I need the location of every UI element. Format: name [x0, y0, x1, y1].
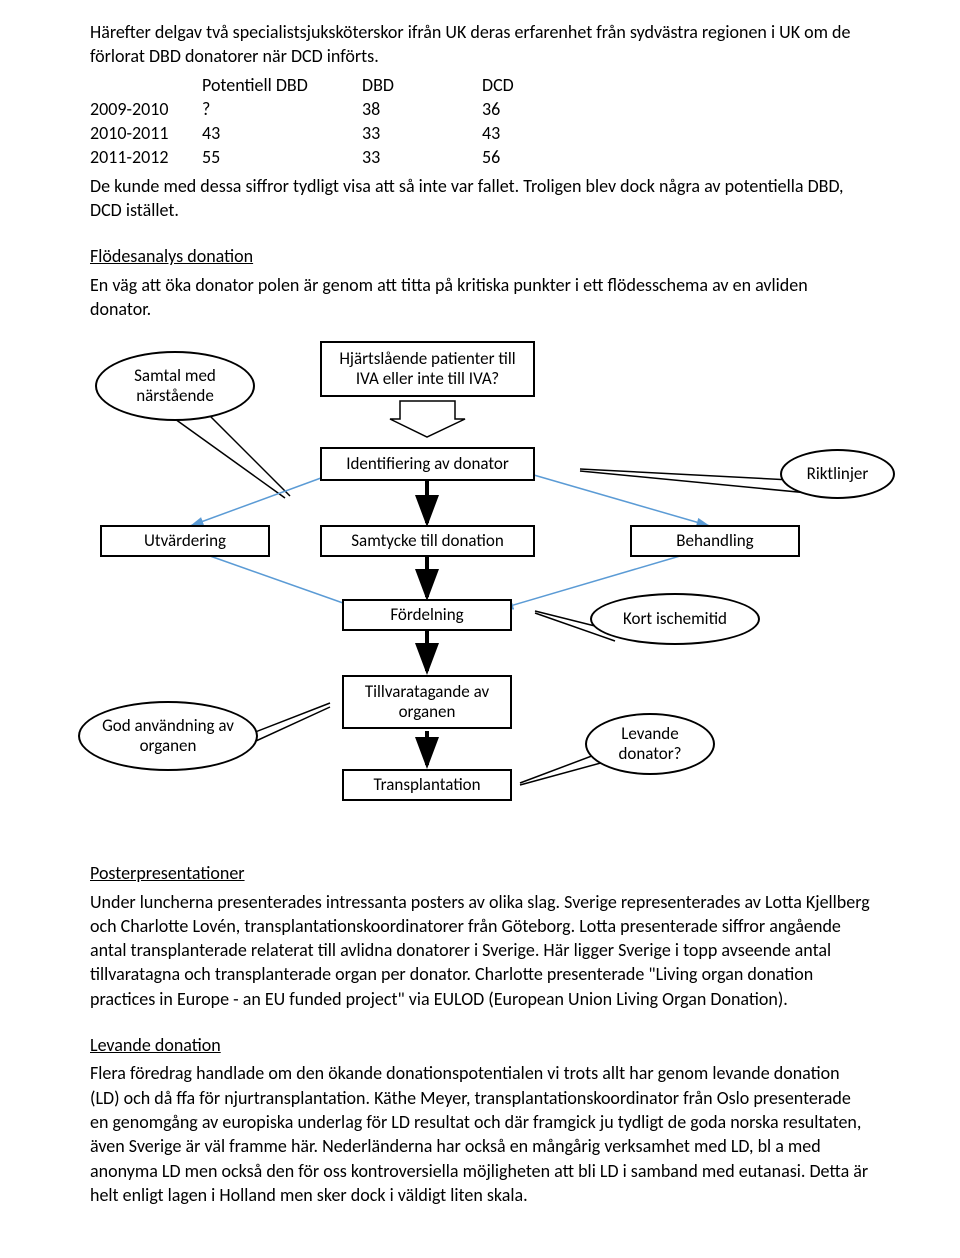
flow-paragraph: En väg att öka donator polen är genom at… — [90, 273, 870, 322]
poster-title-text: Posterpresentationer — [90, 862, 245, 884]
box-hjartslande-label: Hjärtslående patienter till IVA eller in… — [328, 349, 527, 390]
box-fordelning-label: Fördelning — [390, 605, 463, 625]
cell: 38 — [362, 97, 482, 121]
bubble-levande-label: Levande donator? — [593, 724, 707, 765]
levande-title: Levande donation — [90, 1033, 870, 1057]
levande-title-text: Levande donation — [90, 1034, 221, 1056]
box-behandling: Behandling — [630, 525, 800, 557]
table-row: 2010-2011 43 33 43 — [90, 121, 562, 145]
flow-title: Flödesanalys donation — [90, 244, 870, 268]
box-identifiering-label: Identifiering av donator — [346, 454, 509, 474]
box-transplantation-label: Transplantation — [373, 775, 480, 795]
table-row: 2011-2012 55 33 56 — [90, 145, 562, 169]
cell: 2011-2012 — [90, 145, 202, 169]
box-hjartslande: Hjärtslående patienter till IVA eller in… — [320, 341, 535, 397]
box-utvardering: Utvärdering — [100, 525, 270, 557]
flowchart-diagram: Samtal med närstående Hjärtslående patie… — [60, 331, 880, 851]
bubble-levande: Levande donator? — [585, 713, 715, 775]
box-tillvara-label: Tillvaratagande av organen — [350, 682, 504, 723]
cell: 43 — [202, 121, 362, 145]
bubble-samtal: Samtal med närstående — [95, 351, 255, 421]
cell: 56 — [482, 145, 562, 169]
levande-paragraph: Flera föredrag handlade om den ökande do… — [90, 1061, 870, 1207]
th-dcd: DCD — [482, 73, 562, 97]
th-potentiell: Potentiell DBD — [202, 73, 362, 97]
cell: 2010-2011 — [90, 121, 202, 145]
bubble-samtal-label: Samtal med närstående — [103, 366, 247, 407]
box-transplantation: Transplantation — [342, 769, 512, 801]
th-blank — [90, 73, 202, 97]
cell: ? — [202, 97, 362, 121]
box-samtycke: Samtycke till donation — [320, 525, 535, 557]
box-identifiering: Identifiering av donator — [320, 447, 535, 481]
cell: 43 — [482, 121, 562, 145]
poster-paragraph: Under luncherna presenterades intressant… — [90, 890, 870, 1011]
box-samtycke-label: Samtycke till donation — [351, 531, 504, 551]
box-fordelning: Fördelning — [342, 599, 512, 631]
cell: 55 — [202, 145, 362, 169]
cell: 2009-2010 — [90, 97, 202, 121]
table-row: 2009-2010 ? 38 36 — [90, 97, 562, 121]
data-table: Potentiell DBD DBD DCD 2009-2010 ? 38 36… — [90, 73, 562, 170]
bubble-god-label: God användning av organen — [86, 716, 250, 757]
flow-title-text: Flödesanalys donation — [90, 245, 253, 267]
box-utvardering-label: Utvärdering — [144, 531, 226, 551]
box-tillvara: Tillvaratagande av organen — [342, 675, 512, 729]
poster-title: Posterpresentationer — [90, 861, 870, 885]
cell: 33 — [362, 121, 482, 145]
intro-paragraph: Härefter delgav två specialistsjuksköter… — [90, 20, 870, 69]
table-header-row: Potentiell DBD DBD DCD — [90, 73, 562, 97]
cell: 36 — [482, 97, 562, 121]
bubble-riktlinjer: Riktlinjer — [780, 449, 895, 499]
bubble-god: God användning av organen — [78, 701, 258, 771]
th-dbd: DBD — [362, 73, 482, 97]
box-behandling-label: Behandling — [676, 531, 753, 551]
cell: 33 — [362, 145, 482, 169]
after-table-paragraph: De kunde med dessa siffror tydligt visa … — [90, 174, 870, 223]
bubble-kort-label: Kort ischemitid — [623, 609, 727, 629]
bubble-kort: Kort ischemitid — [590, 593, 760, 645]
bubble-riktlinjer-label: Riktlinjer — [807, 464, 869, 484]
